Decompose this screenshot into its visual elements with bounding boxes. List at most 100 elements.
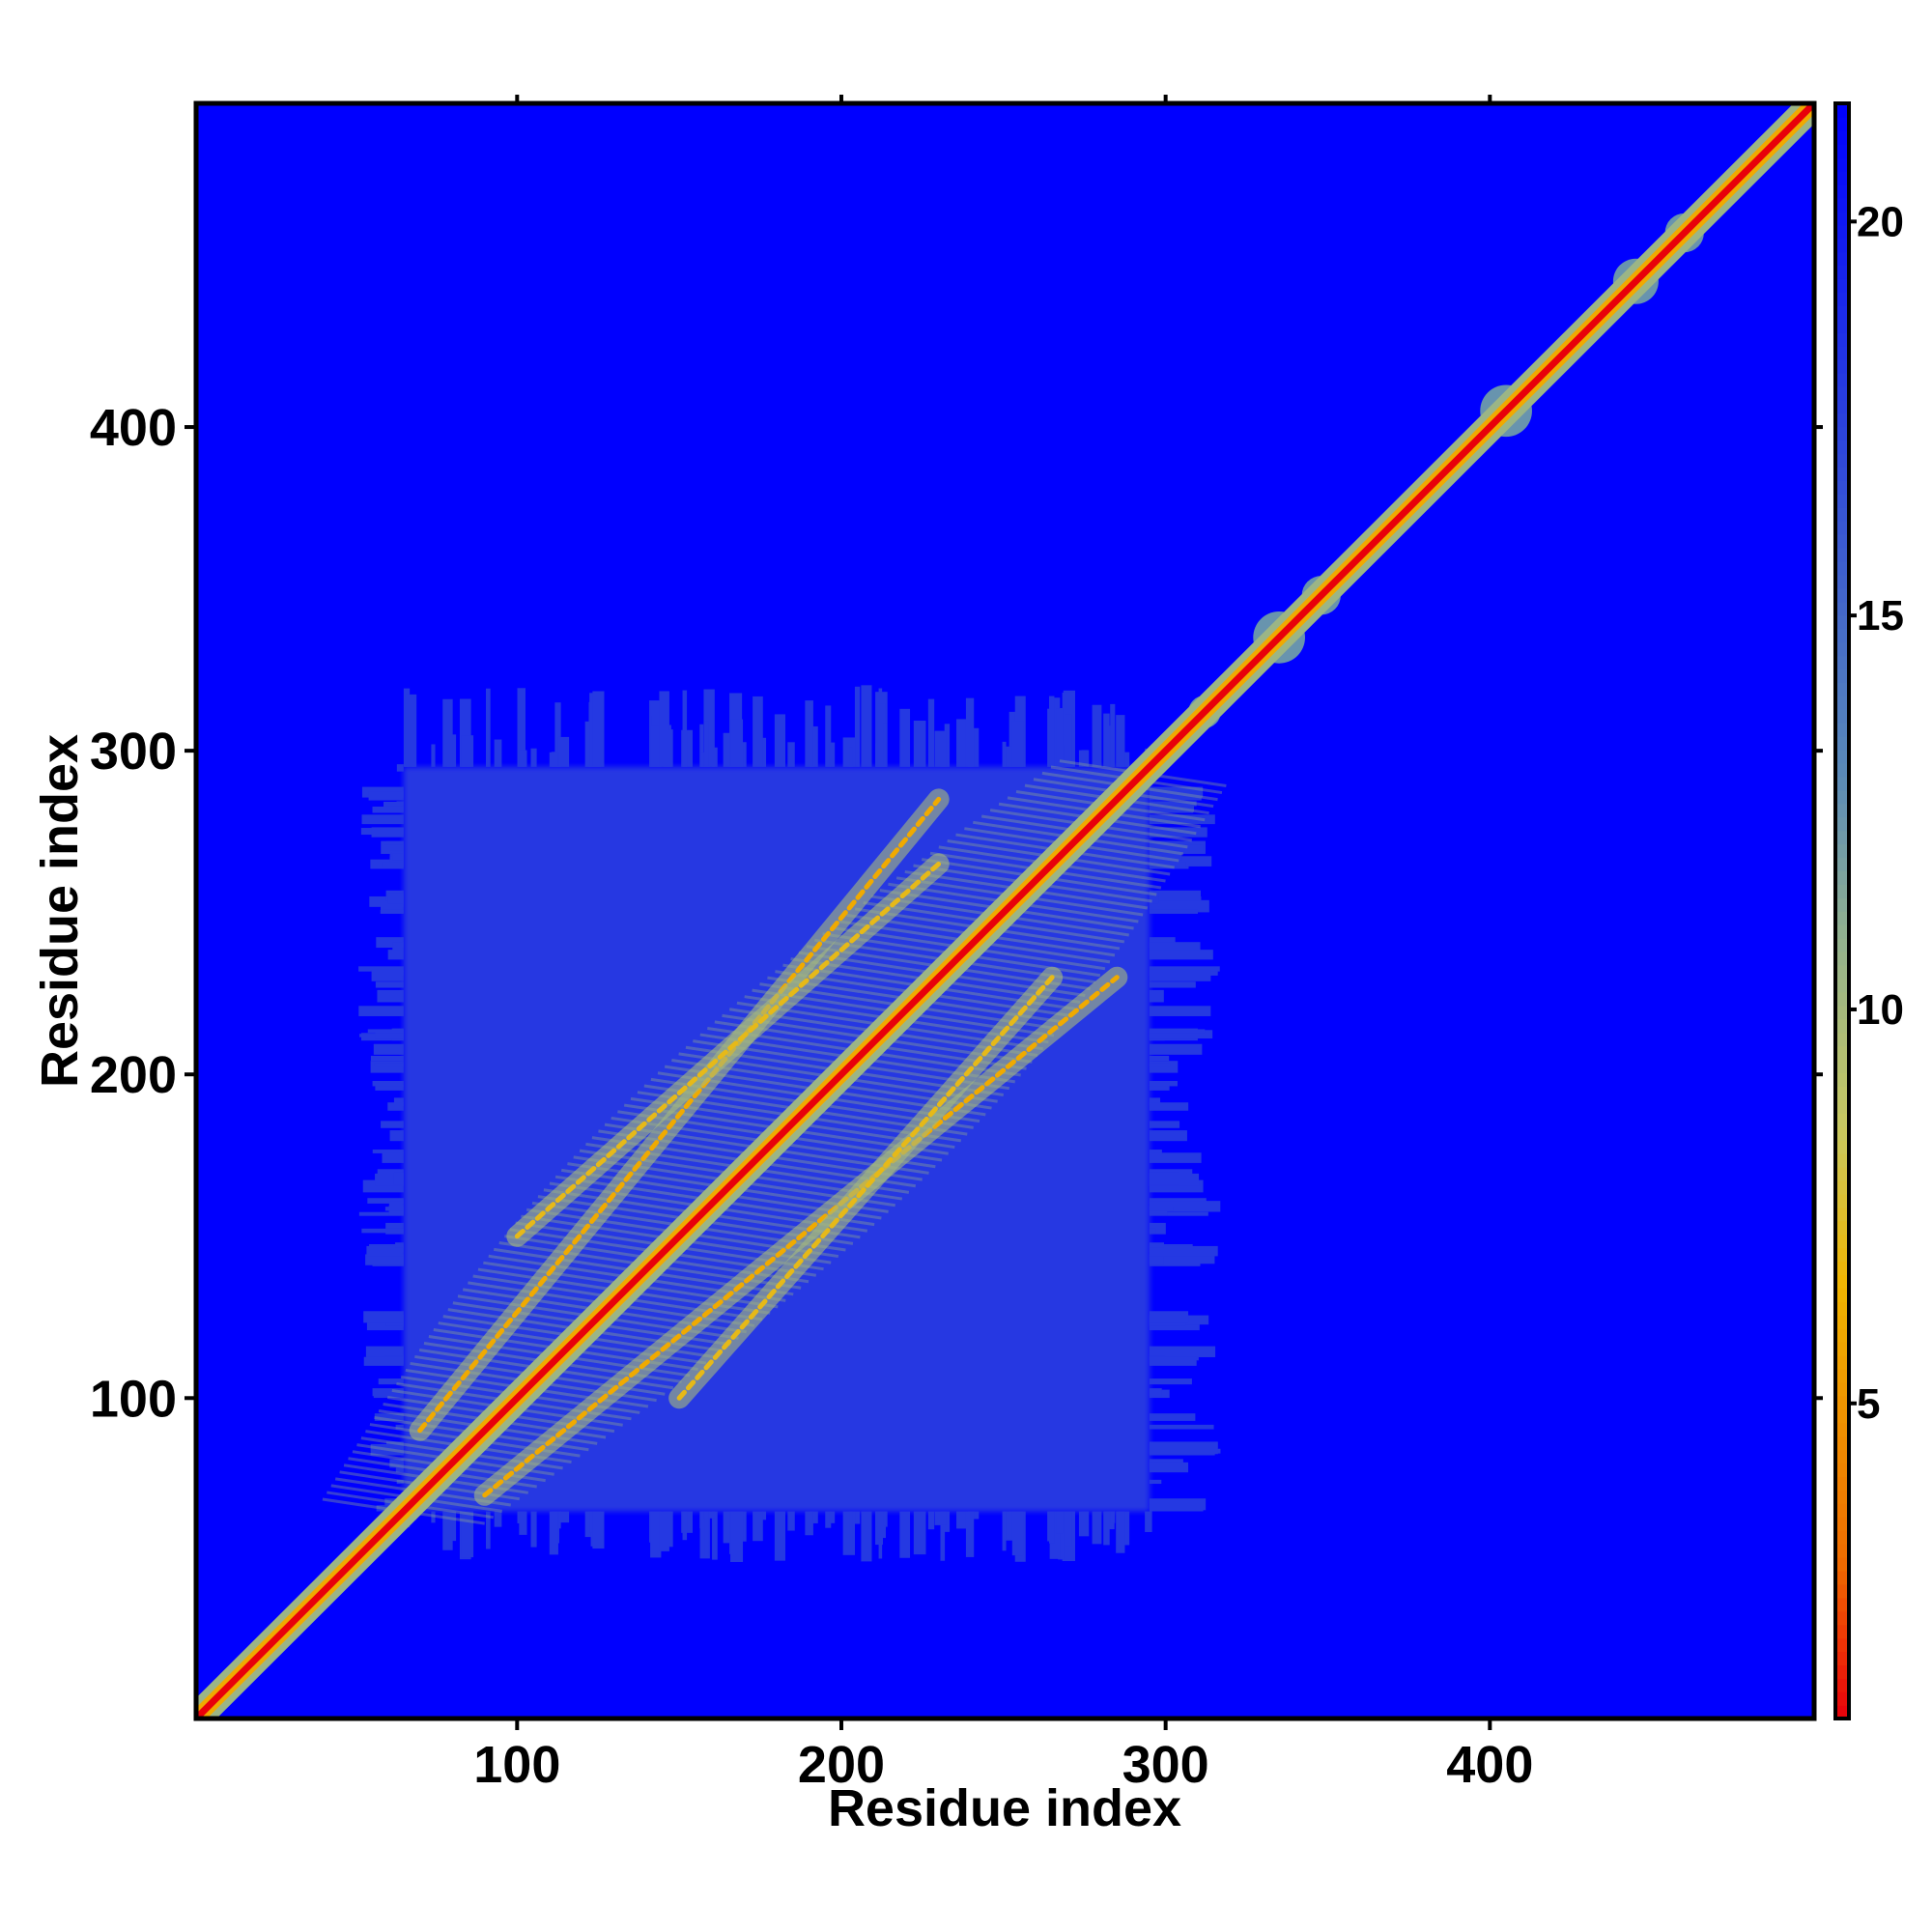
colorbar-segment [1835, 1529, 1849, 1545]
fringe-right [1149, 1207, 1174, 1211]
colorbar-segment [1835, 857, 1849, 871]
fringe-left [377, 989, 404, 1003]
colorbar-segment [1835, 911, 1849, 925]
fringe-left [393, 1097, 404, 1106]
fringe-bottom [659, 1511, 669, 1551]
fringe-bottom [461, 1511, 474, 1558]
colorbar-segment [1835, 1113, 1849, 1127]
colorbar-segment [1835, 1651, 1849, 1666]
fringe-top [1011, 721, 1024, 767]
fringe-right [1149, 1479, 1162, 1485]
fringe-bottom [442, 1511, 453, 1550]
y-tick-label: 200 [90, 1046, 177, 1104]
fringe-left [365, 1346, 404, 1357]
colorbar-segment [1835, 1476, 1849, 1491]
fringe-left [368, 791, 404, 801]
colorbar-segment [1835, 1139, 1849, 1154]
colorbar-segment [1835, 1341, 1849, 1356]
colorbar-segment [1835, 696, 1849, 710]
fringe-left [363, 1311, 404, 1323]
colorbar-segment [1835, 1207, 1849, 1222]
fringe-left [365, 1254, 404, 1265]
colorbar-segment [1835, 453, 1849, 468]
fringe-left [367, 1029, 404, 1034]
colorbar-segment [1835, 1301, 1849, 1316]
fringe-bottom [704, 1511, 709, 1556]
fringe-right [1149, 1063, 1171, 1067]
fringe-right [1149, 856, 1212, 867]
colorbar-segment [1835, 1664, 1849, 1679]
colorbar-segment [1835, 682, 1849, 696]
fringe-left [388, 1201, 404, 1212]
y-axis: 100 200 300 400 [90, 399, 1823, 1428]
fringe-right [1149, 853, 1182, 861]
colorbar-segment [1835, 1556, 1849, 1572]
fringe-top [431, 744, 436, 767]
fringe-top [681, 729, 694, 767]
colorbar-segment [1835, 1408, 1849, 1424]
strand-line [676, 975, 1055, 1401]
colorbar-segment [1835, 103, 1849, 118]
fringe-bottom [774, 1511, 786, 1561]
fringe-left [372, 1388, 404, 1397]
fringe-bottom [849, 1511, 853, 1547]
fringe-left [375, 1030, 404, 1039]
colorbar-segment [1835, 1503, 1849, 1518]
fringe-left [372, 1080, 404, 1087]
colorbar-segment [1835, 129, 1849, 145]
colorbar-segment [1835, 211, 1849, 226]
colorbar-segment [1835, 574, 1849, 589]
colorbar-segment [1835, 412, 1849, 428]
fringe-top [861, 685, 872, 767]
fringe-bottom [682, 1511, 688, 1541]
colorbar-segment [1835, 1315, 1849, 1329]
colorbar-segment [1835, 870, 1849, 885]
fringe-right [1149, 1055, 1170, 1062]
colorbar-segment [1835, 1288, 1849, 1302]
fringe-bottom [861, 1511, 872, 1562]
colorbar-segment [1835, 1247, 1849, 1263]
fringe-top [829, 742, 836, 767]
fringe-right [1149, 1029, 1206, 1034]
fringe-bottom [1110, 1511, 1116, 1523]
fringe-top [825, 705, 832, 767]
fringe-right [1149, 969, 1211, 981]
fringe-right [1149, 1311, 1189, 1323]
fringe-bottom [530, 1511, 537, 1548]
fringe-top [659, 691, 669, 767]
colorbar-segment [1835, 399, 1849, 414]
colorbar-segment [1835, 1086, 1849, 1100]
fringe-left [371, 827, 404, 838]
colorbar-segment [1835, 991, 1849, 1007]
fringe-right [1149, 844, 1204, 851]
fringe-top [1049, 697, 1061, 767]
fringe-right [1149, 1413, 1196, 1421]
colorbar-segment [1835, 331, 1849, 347]
fringe-right [1149, 942, 1201, 951]
fringe-left [376, 937, 404, 949]
fringe-bottom [650, 1511, 662, 1558]
colorbar-segment [1835, 533, 1849, 549]
fringe-bottom [762, 1511, 767, 1520]
fringe-top [1056, 708, 1064, 767]
fringe-left [387, 893, 404, 904]
fringe-bottom [965, 1511, 975, 1557]
fringe-top [810, 725, 818, 767]
colorbar-segment [1835, 1099, 1849, 1114]
fringe-bottom [712, 1511, 718, 1560]
fringe-top [956, 719, 967, 767]
fringe-bottom [485, 1511, 491, 1549]
colorbar-segment [1835, 1125, 1849, 1141]
fringe-right [1149, 1152, 1202, 1163]
fringe-right [1149, 1121, 1180, 1128]
fringe-bottom [519, 1511, 527, 1535]
strand-line [514, 861, 942, 1239]
colorbar-segment [1835, 292, 1849, 306]
fringe-top [549, 752, 558, 767]
fringe-top [787, 742, 795, 767]
fringe-top [519, 750, 527, 767]
diagonal-line [196, 103, 1814, 1719]
fringe-bottom [431, 1511, 436, 1523]
colorbar-segment [1835, 1193, 1849, 1208]
fringe-bottom [681, 1511, 694, 1533]
